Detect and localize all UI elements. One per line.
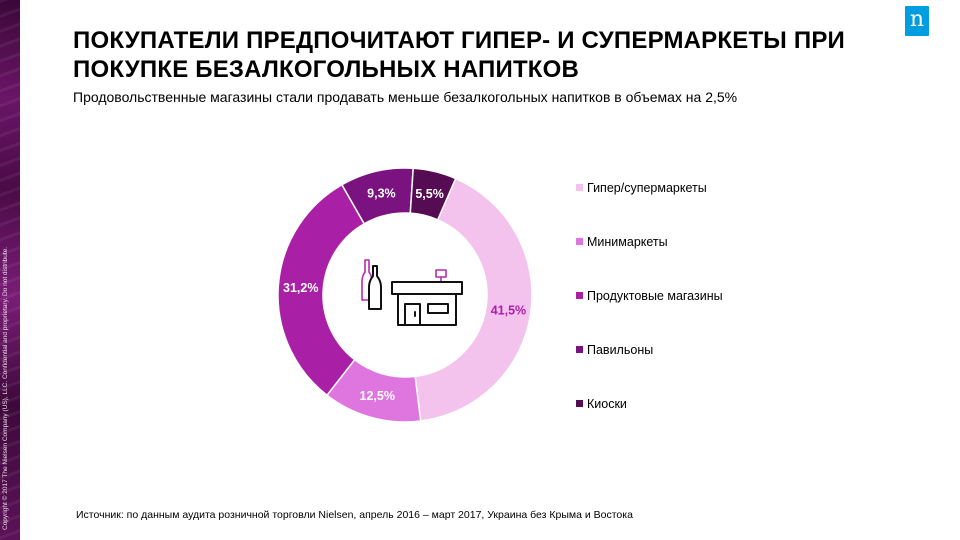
donut-slice [277, 183, 366, 397]
source-note: Источник: по данным аудита розничной тор… [76, 509, 633, 521]
legend-swatch [576, 400, 583, 407]
legend-label: Павильоны [587, 343, 654, 357]
legend-swatch [576, 292, 583, 299]
slice-value-label: 5,5% [415, 187, 444, 201]
copyright-notice: Copyright © 2017 The Nielsen Company (US… [2, 246, 9, 530]
shop-with-bottles-icon [361, 259, 463, 326]
slide-title: ПОКУПАТЕЛИ ПРЕДПОЧИТАЮТ ГИПЕР- И СУПЕРМА… [73, 27, 845, 83]
slice-value-label: 12,5% [360, 389, 395, 403]
slide-subtitle: Продовольственные магазины стали продава… [73, 89, 738, 105]
legend-label: Киоски [587, 397, 627, 411]
donut-slices [277, 167, 533, 423]
legend-swatch [576, 346, 583, 353]
side-decoration-strip: Copyright © 2017 The Nielsen Company (US… [0, 0, 20, 540]
slice-value-label: 31,2% [283, 281, 318, 295]
legend-label: Минимаркеты [587, 235, 668, 249]
legend-swatch [576, 238, 583, 245]
donut-slice [414, 177, 533, 422]
slice-value-label: 9,3% [367, 187, 396, 201]
slice-value-label: 41,5% [491, 303, 526, 317]
legend-label: Продуктовые магазины [587, 289, 723, 303]
legend-swatch [576, 184, 583, 191]
donut-slice [409, 167, 457, 221]
logo-letter: n [909, 7, 925, 32]
nielsen-logo: n [905, 6, 929, 36]
donut-slice-labels: 41,5% 12,5% 31,2% 9,3% 5,5% [283, 187, 526, 404]
donut-chart: 41,5% 12,5% 31,2% 9,3% 5,5% [277, 167, 533, 423]
legend-label: Гипер/супермаркеты [587, 181, 707, 195]
